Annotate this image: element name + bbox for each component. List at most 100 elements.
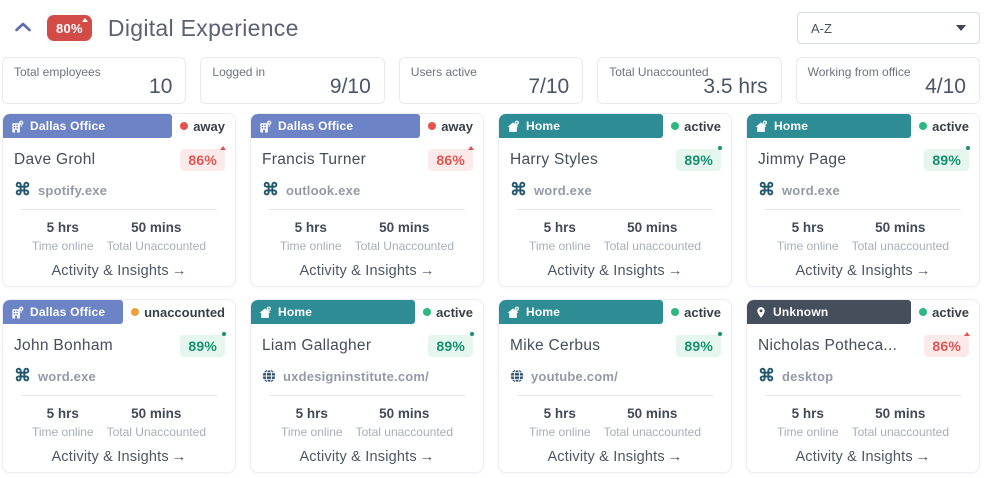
current-app-row: ⌘ youtube.com/ <box>499 357 731 385</box>
location-badge: Home <box>499 114 664 138</box>
status-label: unaccounted <box>144 304 225 320</box>
employee-cards-grid: Dallas Office away Dave Grohl 86% ⌘ <box>2 113 980 473</box>
unaccounted-stat: 50 mins Total unaccounted <box>852 220 949 253</box>
summary-stats: Total employees 10 Logged in 9/10 Users … <box>2 57 980 104</box>
time-online-stat: 5 hrs Time online <box>32 406 94 439</box>
stat-working-from-office: Working from office 4/10 <box>795 57 980 104</box>
time-stats: 5 hrs Time online 50 mins Total unaccoun… <box>747 406 979 439</box>
employee-name: Liam Gallagher <box>262 337 372 354</box>
office-building-icon <box>11 120 24 133</box>
page-title: Digital Experience <box>107 14 299 41</box>
time-online-value: 5 hrs <box>543 406 576 421</box>
time-stats: 5 hrs Time online 50 mins Total Unaccoun… <box>251 220 483 253</box>
command-icon: ⌘ <box>14 366 31 385</box>
score-badge: 89% <box>676 332 722 357</box>
collapse-button[interactable] <box>12 19 34 38</box>
activity-insights-link[interactable]: Activity & Insights → <box>3 449 235 465</box>
chevron-down-icon <box>956 25 966 31</box>
unaccounted-stat: 50 mins Total unaccounted <box>852 406 949 439</box>
time-online-value: 5 hrs <box>294 220 327 235</box>
current-app-row: ⌘ desktop <box>747 357 979 385</box>
stat-users-active: Users active 7/10 <box>398 57 584 104</box>
sort-dropdown[interactable]: A-Z <box>797 12 980 44</box>
stat-label: Working from office <box>807 65 911 79</box>
status-indicator: away <box>420 119 483 134</box>
unaccounted-value: 50 mins <box>131 406 182 421</box>
activity-insights-link[interactable]: Activity & Insights → <box>3 263 235 279</box>
unaccounted-stat: 50 mins Total Unaccounted <box>107 406 206 439</box>
activity-insights-link[interactable]: Activity & Insights → <box>251 449 483 465</box>
stat-total-unaccounted: Total Unaccounted 3.5 hrs <box>597 57 782 104</box>
arrow-right-icon: → <box>171 449 187 465</box>
unaccounted-stat: 50 mins Total Unaccounted <box>355 220 454 253</box>
time-online-value: 5 hrs <box>46 406 79 421</box>
arrow-right-icon: → <box>667 263 683 279</box>
activity-insights-link[interactable]: Activity & Insights → <box>499 263 731 279</box>
location-label: Unknown <box>773 305 829 319</box>
location-label: Home <box>278 305 313 319</box>
app-label: desktop <box>782 368 834 384</box>
stat-label: Total Unaccounted <box>609 65 709 79</box>
sort-dropdown-value: A-Z <box>811 20 832 36</box>
unaccounted-stat: 50 mins Total unaccounted <box>356 406 453 439</box>
name-row: John Bonham 89% <box>3 324 235 357</box>
app-label: uxdesigninstitute.com/ <box>283 368 429 384</box>
employee-card: Home active Harry Styles 89% ⌘ <box>498 113 732 287</box>
status-indicator: unaccounted <box>123 305 235 320</box>
time-online-stat: 5 hrs Time online <box>281 406 343 439</box>
score-badge: 86% <box>428 146 474 171</box>
activity-insights-link[interactable]: Activity & Insights → <box>747 449 979 465</box>
activity-insights-link[interactable]: Activity & Insights → <box>251 263 483 279</box>
arrow-right-icon: → <box>419 263 435 279</box>
status-dot-icon <box>671 122 680 130</box>
arrow-right-icon: → <box>915 449 931 465</box>
employee-name: Harry Styles <box>510 151 599 168</box>
home-icon <box>507 120 520 133</box>
location-label: Home <box>774 119 809 133</box>
time-stats: 5 hrs Time online 50 mins Total unaccoun… <box>251 406 483 439</box>
card-header: Home active <box>251 300 483 324</box>
unaccounted-value: 50 mins <box>627 406 678 421</box>
score-badge: 89% <box>676 146 722 171</box>
panel-header: 80% Digital Experience A-Z <box>12 8 980 48</box>
unaccounted-value: 50 mins <box>131 220 182 235</box>
activity-insights-label: Activity & Insights <box>795 449 913 465</box>
employee-name: Francis Turner <box>262 151 367 168</box>
activity-insights-link[interactable]: Activity & Insights → <box>747 263 979 279</box>
card-header: Home active <box>499 114 731 138</box>
stat-value: 7/10 <box>528 75 570 98</box>
unaccounted-label: Total Unaccounted <box>106 239 206 253</box>
name-row: Nicholas Potheca... 86% <box>747 324 979 357</box>
name-row: Jimmy Page 89% <box>747 138 979 171</box>
globe-icon <box>510 369 524 383</box>
score-badge: 89% <box>428 332 474 357</box>
status-label: active <box>932 118 969 134</box>
unaccounted-label: Total unaccounted <box>851 425 949 439</box>
employee-card: Home active Jimmy Page 89% ⌘ <box>746 113 980 287</box>
name-row: Liam Gallagher 89% <box>251 324 483 357</box>
stat-label: Total employees <box>14 65 101 79</box>
time-online-label: Time online <box>281 425 343 439</box>
employee-card: Dallas Office away Francis Turner 86% ⌘ <box>250 113 484 287</box>
location-badge: Unknown <box>747 300 912 324</box>
office-building-icon <box>259 120 272 133</box>
divider <box>517 395 713 396</box>
name-row: Mike Cerbus 89% <box>499 324 731 357</box>
command-icon: ⌘ <box>758 180 775 199</box>
activity-insights-link[interactable]: Activity & Insights → <box>499 449 731 465</box>
status-label: active <box>932 304 969 320</box>
card-header: Home active <box>499 300 731 324</box>
activity-insights-label: Activity & Insights <box>299 449 417 465</box>
home-icon <box>259 306 272 319</box>
employee-card: Dallas Office away Dave Grohl 86% ⌘ <box>2 113 236 287</box>
score-badge: 89% <box>924 146 970 171</box>
status-dot-icon <box>671 308 680 316</box>
divider <box>765 395 961 396</box>
stat-logged-in: Logged in 9/10 <box>200 57 385 104</box>
name-row: Francis Turner 86% <box>251 138 483 171</box>
time-online-label: Time online <box>777 425 839 439</box>
time-online-label: Time online <box>32 239 94 253</box>
time-online-label: Time online <box>32 425 94 439</box>
employee-card: Home active Mike Cerbus 89% ⌘ <box>498 299 732 473</box>
card-header: Dallas Office away <box>3 114 235 138</box>
